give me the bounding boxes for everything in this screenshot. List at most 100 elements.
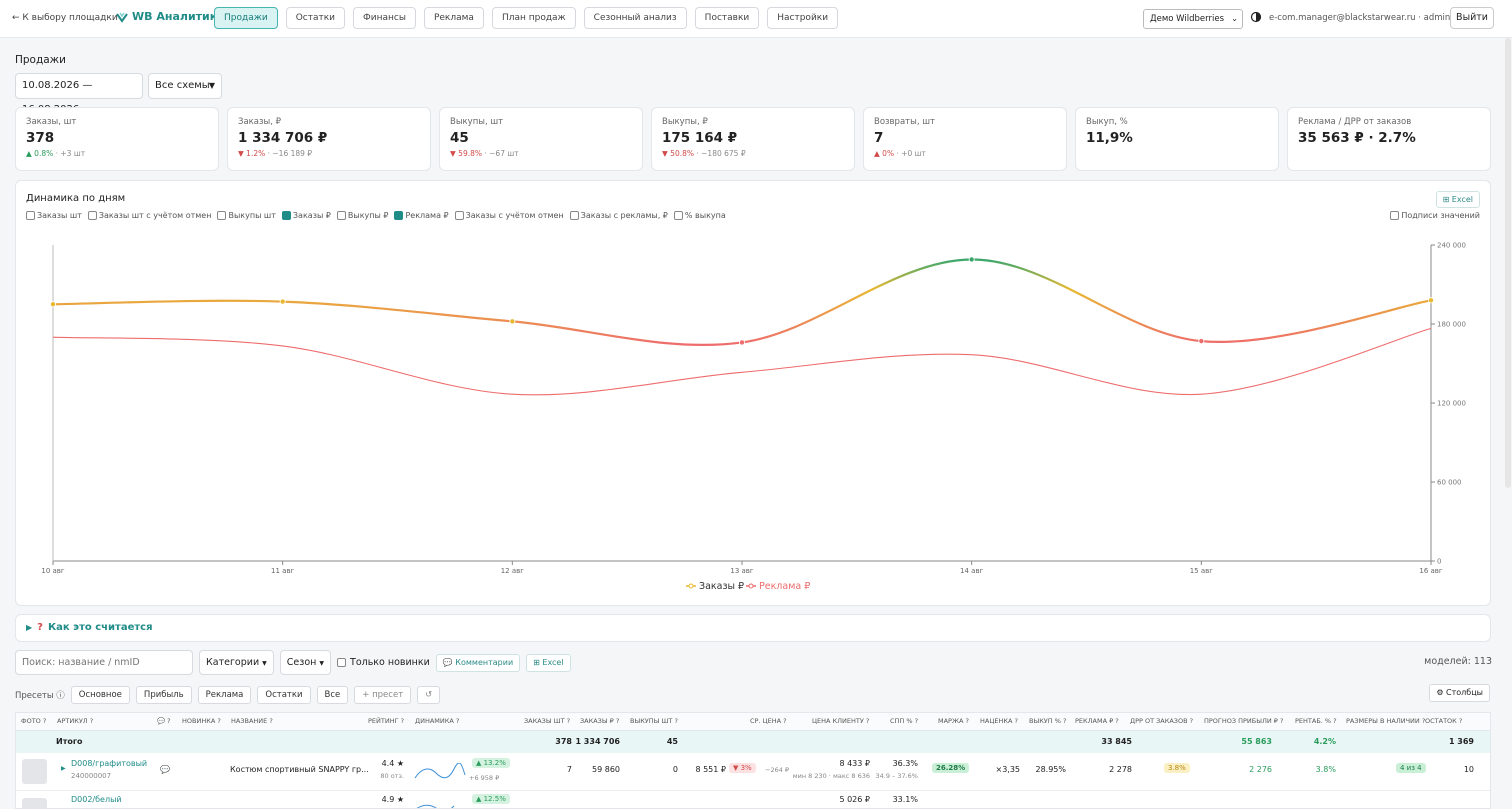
metric-orders-from-ads[interactable]: Заказы с рекламы, ₽ [569,211,668,220]
metric-toggles: Заказы шт Заказы шт с учётом отмен Выкуп… [26,211,726,220]
search-input[interactable] [15,650,193,675]
expand-arrow-icon[interactable]: ▶ [61,765,66,772]
metric-orders-net[interactable]: Заказы с учётом отмен [454,211,564,220]
kpi-delta-pct: 0% [882,149,895,158]
client-price-range: мин 8 230 · макс 8 636 [792,772,870,780]
checkbox-checked[interactable] [394,211,404,220]
checkbox[interactable] [87,211,97,220]
col-client-price[interactable]: ЦЕНА КЛИЕНТУ ? [812,717,870,725]
tab-sales-plan[interactable]: План продаж [491,7,576,29]
metric-label: Заказы с рекламы, ₽ [580,211,668,220]
presets-label: Пресеты ⓘ [15,691,65,701]
tab-seasonal-analysis[interactable]: Сезонный анализ [583,7,687,29]
col-name[interactable]: НАЗВАНИЕ ? [231,717,273,725]
tab-stock[interactable]: Остатки [285,7,346,29]
checkbox[interactable] [336,211,346,220]
preset-profit[interactable]: Прибыль [135,686,192,704]
checkbox[interactable] [569,211,579,220]
checkbox-checked[interactable] [281,211,291,220]
col-profitability[interactable]: РЕНТАБ. % ? [1295,717,1337,725]
kpi-card-orders-rub: Заказы, ₽ 1 334 706 ₽ ▼ 1.2% · −16 189 ₽ [227,107,431,171]
col-profit-forecast[interactable]: ПРОГНОЗ ПРИБЫЛИ ₽ ? [1204,717,1284,725]
chart-excel-button[interactable]: ⊞ Excel [1435,191,1480,208]
caret-down-icon: ▼ [208,81,215,90]
scheme-select[interactable]: Все схемы ▼ [148,73,222,99]
col-buyouts-qty[interactable]: ВЫКУПЫ ШТ ? [630,717,678,725]
col-orders-qty[interactable]: ЗАКАЗЫ ШТ ? [524,717,571,725]
col-markup[interactable]: НАЦЕНКА ? [980,717,1018,725]
how-calculated-toggle[interactable]: ▶? Как это считается [15,614,1491,642]
date-range-picker[interactable]: 10.08.2026 — 16.08.2026 [15,73,143,115]
col-dynamics[interactable]: ДИНАМИКА ? [415,717,460,725]
table-row[interactable]: D002/белый 4.9 ★ ▲ 12.5% 5 026 ₽ 33.1% [16,792,1490,808]
kpi-label: Заказы, шт [26,117,77,127]
preset-all[interactable]: Все [316,686,349,704]
checkbox[interactable] [454,211,464,220]
col-avg-price[interactable]: СР. ЦЕНА ? [750,717,787,725]
col-photo[interactable]: ФОТО ? [21,717,47,725]
metric-orders-rub[interactable]: Заказы ₽ [281,211,331,220]
page-scrollbar[interactable] [1505,38,1511,488]
logo-text: WB Аналитика [132,10,225,23]
table-row[interactable]: ▶ D008/графитовый 240000007 💬 Костюм спо… [16,753,1490,791]
checkbox[interactable] [673,211,683,220]
tab-supplies[interactable]: Поставки [694,7,760,29]
kpi-value: 1 334 706 ₽ [238,130,328,146]
col-article[interactable]: АРТИКУЛ ? [57,717,94,725]
col-orders-rub[interactable]: ЗАКАЗЫ ₽ ? [580,717,620,725]
total-profit: 55 863 [1241,737,1272,746]
col-new[interactable]: НОВИНКА ? [182,717,221,725]
preset-stock[interactable]: Остатки [257,686,311,704]
kpi-card-buyouts-qty: Выкупы, шт 45 ▼ 59.8% · −67 шт [439,107,643,171]
metric-buyouts-qty[interactable]: Выкупы шт [217,211,276,220]
orders-rub: 59 860 [592,765,620,774]
col-buyout-pct[interactable]: ВЫКУП % ? [1029,717,1067,725]
col-ads-rub[interactable]: РЕКЛАМА ₽ ? [1075,717,1119,725]
checkbox[interactable] [26,211,35,220]
tab-finance[interactable]: Финансы [353,7,416,29]
theme-toggle-icon[interactable] [1250,11,1262,23]
col-sizes[interactable]: РАЗМЕРЫ В НАЛИЧИИ ? [1346,717,1426,725]
metric-orders-qty[interactable]: Заказы шт [26,211,82,220]
logout-button[interactable]: Выйти [1450,7,1494,29]
col-stock[interactable]: ОСТАТОК ? [1425,717,1463,725]
checkbox[interactable] [217,211,227,220]
product-photo[interactable] [22,759,47,784]
product-name: Костюм спортивный SNAPPY гр... [230,765,369,774]
article-link[interactable]: D008/графитовый [71,759,148,768]
col-spp[interactable]: СПП % ? [890,717,919,725]
shop-select[interactable]: Демо Wildberries ⌄ [1143,9,1243,29]
metric-buyouts-rub[interactable]: Выкупы ₽ [336,211,388,220]
product-photo[interactable] [22,798,47,808]
metric-ads-rub[interactable]: Реклама ₽ [394,211,449,220]
col-margin[interactable]: МАРЖА ? [938,717,969,725]
categories-select[interactable]: Категории ▼ [199,650,274,675]
checkbox[interactable] [1390,211,1400,220]
preset-main[interactable]: Основное [70,686,130,704]
back-to-platforms-link[interactable]: ← К выбору площадки [12,13,118,23]
table-excel-button[interactable]: ⊞ Excel [526,653,571,672]
tab-sales[interactable]: Продажи [214,7,278,29]
article-link[interactable]: D002/белый [71,795,122,804]
comment-icon[interactable]: 💬 [160,765,170,774]
question-icon: ? [37,622,43,633]
col-rating[interactable]: РЕЙТИНГ ? [368,717,405,725]
tab-ads[interactable]: Реклама [423,7,484,29]
total-ads: 33 845 [1101,737,1132,746]
new-only-checkbox[interactable]: Только новинки [337,657,430,668]
kpi-label: Заказы, ₽ [238,117,282,127]
season-select[interactable]: Сезон ▼ [279,650,332,675]
columns-button[interactable]: ⚙ Столбцы [1429,684,1490,702]
col-comments[interactable]: 💬 ? [157,717,171,725]
add-preset-button[interactable]: + пресет [354,686,412,704]
preset-ads[interactable]: Реклама [197,686,252,704]
col-drr[interactable]: ДРР ОТ ЗАКАЗОВ ? [1130,717,1194,725]
app-logo[interactable]: WB Аналитика [116,10,225,23]
value-labels-toggle[interactable]: Подписи значений [1390,211,1480,220]
metric-buyout-pct[interactable]: % выкупа [673,211,726,220]
metric-orders-qty-net[interactable]: Заказы шт с учётом отмен [87,211,211,220]
tab-settings[interactable]: Настройки [767,7,839,29]
comments-button[interactable]: 💬 Комментарии [435,653,521,672]
reset-icon[interactable]: ↺ [417,686,441,704]
checkbox[interactable] [337,658,347,667]
